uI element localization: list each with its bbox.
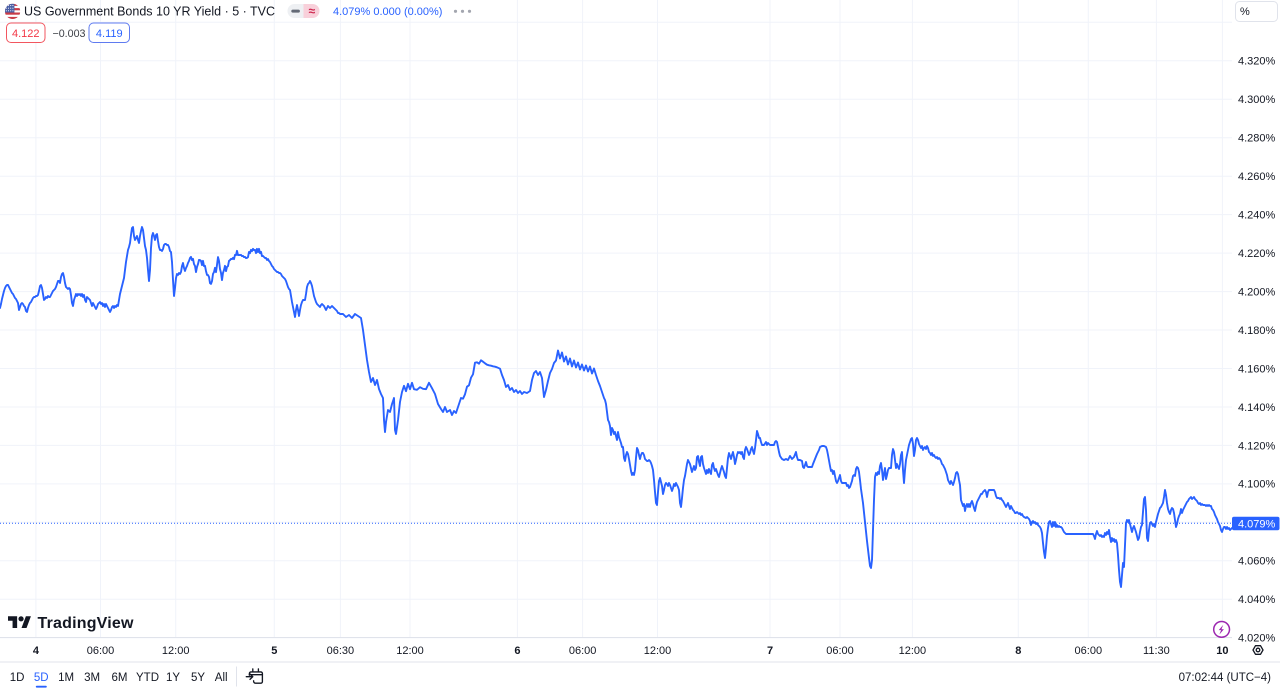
svg-text:5: 5 bbox=[271, 645, 277, 657]
svg-text:5Y: 5Y bbox=[191, 672, 205, 684]
svg-text:5D: 5D bbox=[34, 672, 49, 684]
svg-text:4.260%: 4.260% bbox=[1238, 171, 1276, 183]
svg-text:4.060%: 4.060% bbox=[1238, 556, 1276, 568]
svg-text:11:30: 11:30 bbox=[1143, 645, 1170, 657]
svg-text:4.180%: 4.180% bbox=[1238, 325, 1276, 337]
svg-text:07:02:44 (UTC−4): 07:02:44 (UTC−4) bbox=[1179, 672, 1272, 684]
svg-text:4.160%: 4.160% bbox=[1238, 363, 1276, 375]
svg-text:−0.003: −0.003 bbox=[53, 28, 86, 40]
svg-text:4.120%: 4.120% bbox=[1238, 440, 1276, 452]
svg-text:US Government Bonds 10 YR Yiel: US Government Bonds 10 YR Yield · 5 · TV… bbox=[24, 5, 275, 19]
svg-text:YTD: YTD bbox=[136, 672, 159, 684]
svg-text:4.100%: 4.100% bbox=[1238, 479, 1276, 491]
svg-text:4.079%: 4.079% bbox=[1238, 518, 1276, 530]
svg-text:4.040%: 4.040% bbox=[1238, 594, 1276, 606]
svg-text:%: % bbox=[1240, 6, 1250, 18]
svg-text:6: 6 bbox=[514, 645, 520, 657]
svg-text:12:00: 12:00 bbox=[899, 645, 927, 657]
svg-text:1M: 1M bbox=[58, 672, 74, 684]
svg-text:12:00: 12:00 bbox=[396, 645, 424, 657]
svg-text:4.020%: 4.020% bbox=[1238, 633, 1276, 645]
svg-text:4.119: 4.119 bbox=[96, 28, 123, 40]
svg-text:06:00: 06:00 bbox=[1075, 645, 1103, 657]
svg-text:7: 7 bbox=[767, 645, 773, 657]
svg-text:All: All bbox=[215, 672, 228, 684]
svg-text:1Y: 1Y bbox=[166, 672, 180, 684]
svg-text:≈: ≈ bbox=[309, 4, 316, 18]
svg-text:4.220%: 4.220% bbox=[1238, 248, 1276, 260]
svg-text:6M: 6M bbox=[112, 672, 128, 684]
svg-text:06:00: 06:00 bbox=[569, 645, 597, 657]
svg-text:8: 8 bbox=[1015, 645, 1021, 657]
svg-text:4.140%: 4.140% bbox=[1238, 402, 1276, 414]
svg-text:4.240%: 4.240% bbox=[1238, 210, 1276, 222]
svg-text:4.280%: 4.280% bbox=[1238, 133, 1276, 145]
svg-text:06:30: 06:30 bbox=[327, 645, 355, 657]
svg-text:06:00: 06:00 bbox=[87, 645, 115, 657]
svg-text:TradingView: TradingView bbox=[38, 615, 135, 632]
svg-text:06:00: 06:00 bbox=[826, 645, 854, 657]
svg-text:4.200%: 4.200% bbox=[1238, 286, 1276, 298]
svg-text:4.079% 0.000 (0.00%): 4.079% 0.000 (0.00%) bbox=[333, 6, 442, 18]
svg-text:12:00: 12:00 bbox=[644, 645, 672, 657]
svg-text:10: 10 bbox=[1216, 645, 1228, 657]
svg-text:4: 4 bbox=[33, 645, 40, 657]
svg-text:4.122: 4.122 bbox=[12, 28, 40, 40]
svg-text:3M: 3M bbox=[84, 672, 100, 684]
svg-text:12:00: 12:00 bbox=[162, 645, 190, 657]
svg-text:1D: 1D bbox=[10, 672, 25, 684]
svg-text:4.320%: 4.320% bbox=[1238, 56, 1276, 68]
svg-text:4.300%: 4.300% bbox=[1238, 94, 1276, 106]
